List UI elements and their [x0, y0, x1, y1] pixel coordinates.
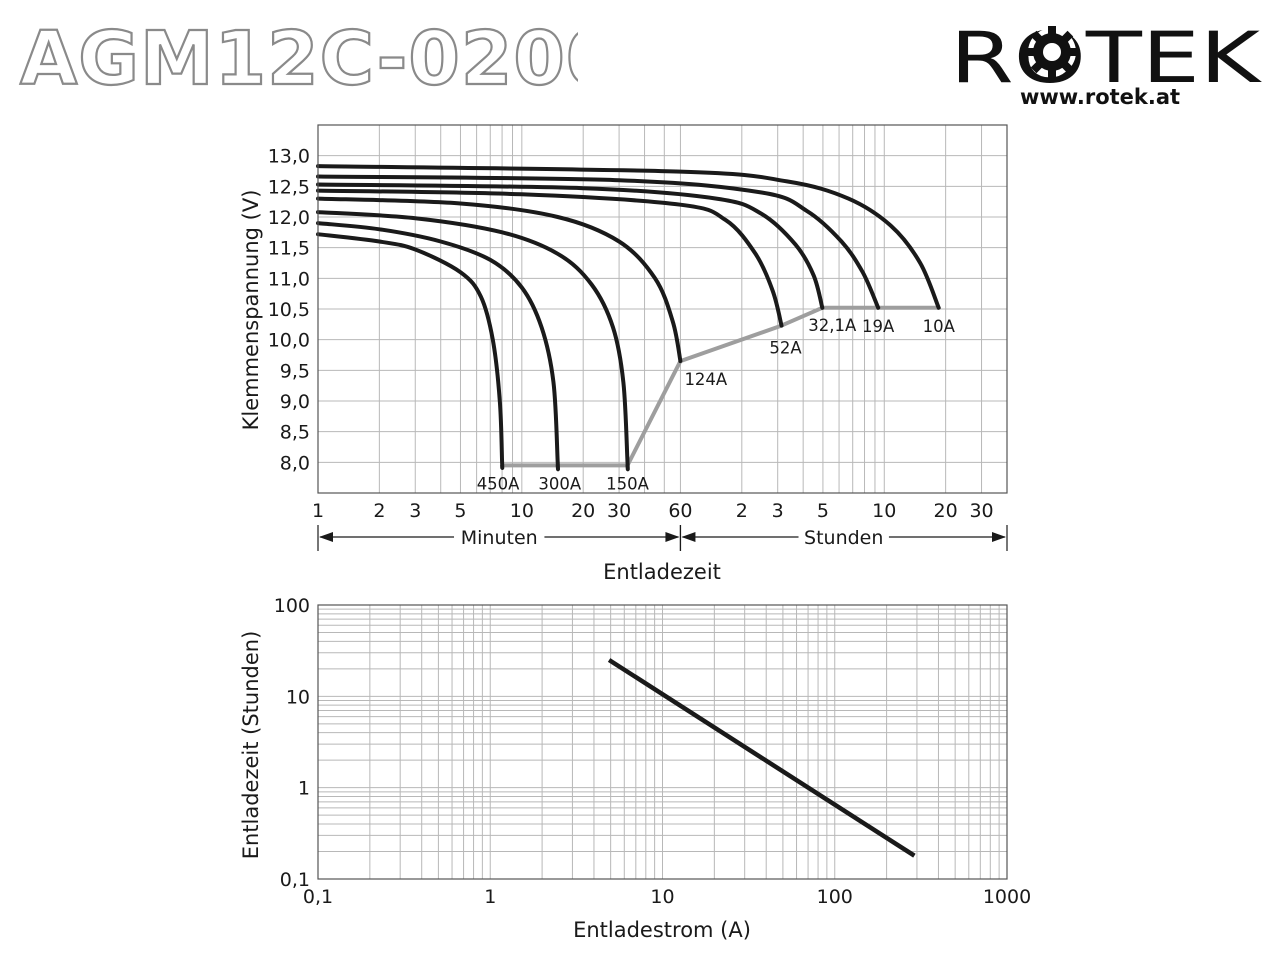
chart1-x-tick-label: 20	[571, 500, 595, 522]
chart1-series-7-line	[316, 164, 941, 310]
chart1-series-5-line	[316, 182, 825, 310]
chart1-y-tick-label: 13,0	[268, 146, 310, 168]
chart2-y-tick-label: 0,1	[280, 869, 310, 891]
chart2-y-tick-label: 10	[286, 686, 310, 708]
chart1-x-tick-label: 60	[668, 500, 692, 522]
gear-icon	[1026, 26, 1078, 78]
chart1-cutoff-line	[502, 305, 939, 468]
chart1-series-0-line	[316, 232, 505, 470]
chart1-y-tick-label: 9,0	[280, 391, 310, 413]
discharge-voltage-chart: 8,0 8,5 9,0 9,5 10,0 10,5 11,0 11,5 12,0 12,5 13,0…	[239, 124, 1008, 584]
chart1-y-tick-label: 11,5	[268, 238, 310, 260]
chart1-y-tick-label: 10,0	[268, 330, 310, 352]
brand-url: www.rotek.at	[1020, 85, 1180, 108]
chart1-y-tick-label: 8,0	[280, 452, 310, 474]
chart2-x-ticks: 0,1 1 10 100 1000	[303, 886, 1031, 908]
chart1-series-4-line	[316, 188, 784, 328]
chart1-series-3-label: 124A	[684, 370, 727, 389]
chart1-x-tick-label: 30	[969, 500, 993, 522]
chart2-y-ticks: 0,1 1 10 100	[274, 595, 310, 891]
page-title: AGM12C-0200	[19, 15, 578, 98]
chart1-y-ticks: 8,0 8,5 9,0 9,5 10,0 10,5 11,0 11,5 12,0 12,5 13,0	[268, 146, 310, 475]
chart1-y-tick-label: 10,5	[268, 299, 310, 321]
chart1-series-3-line	[316, 196, 683, 364]
range-arrowhead	[319, 532, 333, 542]
chart1-x-tick-label: 3	[772, 500, 784, 522]
chart1-series-0-label: 450A	[477, 474, 520, 493]
chart1-y-tick-label: 12,5	[268, 176, 310, 198]
chart2-frame	[317, 604, 1008, 880]
chart2-series-0-line	[607, 658, 916, 858]
chart1-x-tick-label: 5	[454, 500, 466, 522]
range-label: Stunden	[804, 527, 883, 549]
chart1-y-tick-label: 12,0	[268, 207, 310, 229]
chart2-x-tick-label: 1000	[983, 886, 1031, 908]
discharge-time-chart: 0,1 1 10 100 0,1 1 10 100 1000 Entladezeit (Stu…	[239, 595, 1031, 942]
chart1-labels: 450A 300A 150A 124A 52A 32,1A 19A 10A	[477, 316, 956, 494]
chart1-series-6-line	[316, 174, 881, 310]
chart1-series-7-label: 10A	[923, 317, 956, 336]
range-arrowhead	[992, 532, 1006, 542]
chart1-cutoff	[502, 305, 939, 468]
chart1-series-2-line	[316, 210, 630, 472]
chart1-x-tick-label: 2	[736, 500, 748, 522]
chart1-series-5-label: 32,1A	[808, 316, 857, 335]
chart1-x-tick-label: 30	[607, 500, 631, 522]
chart1-x-axis-label: Entladezeit	[603, 560, 721, 584]
chart1-y-tick-label: 8,5	[280, 422, 310, 444]
chart1-x-tick-label: 3	[409, 500, 421, 522]
chart1-series-1-line	[316, 221, 561, 472]
brand-logo-text: ROTEK	[950, 18, 1263, 99]
chart2-y-axis-label: Entladezeit (Stunden)	[239, 631, 263, 860]
chart1-series-1-label: 300A	[538, 474, 581, 493]
range-arrowhead	[681, 532, 696, 542]
range-label: Minuten	[461, 527, 538, 549]
chart2-x-tick-label: 10	[650, 886, 674, 908]
chart2-grid	[317, 605, 1007, 880]
chart2-x-tick-label: 100	[817, 886, 853, 908]
chart1-series-4-label: 52A	[769, 339, 802, 358]
chart1-x-tick-label: 1	[312, 500, 324, 522]
chart1-y-axis-label: Klemmenspannung (V)	[239, 190, 263, 431]
chart1-grid	[318, 125, 1007, 493]
brand-logo: ROTEK www.rotek.at	[950, 18, 1263, 108]
chart1-x-tick-label: 20	[934, 500, 958, 522]
chart2-y-tick-label: 100	[274, 595, 310, 617]
chart1-ranges: Minuten Stunden	[317, 525, 1008, 551]
chart1-x-tick-label: 10	[510, 500, 534, 522]
chart1-y-tick-label: 9,5	[280, 360, 310, 382]
chart2-series	[607, 658, 916, 858]
chart1-x-tick-label: 2	[373, 500, 385, 522]
chart1-y-tick-label: 11,0	[268, 268, 310, 290]
chart1-series	[316, 164, 941, 472]
page-title-text: AGM12C-0200	[20, 16, 578, 98]
chart2-y-tick-label: 1	[298, 778, 310, 800]
chart1-series-2-label: 150A	[606, 474, 649, 493]
chart1-frame	[317, 124, 1008, 494]
range-arrowhead	[665, 532, 680, 542]
chart1-x-ticks: 1 2 3 5 10 20 30 60 2 3 5 10 20 30	[312, 500, 994, 522]
chart1-x-tick-label: 10	[872, 500, 896, 522]
chart2-x-axis-label: Entladestrom (A)	[573, 918, 751, 942]
chart2-x-tick-label: 1	[484, 886, 496, 908]
chart1-series-6-label: 19A	[862, 317, 895, 336]
chart2-x-tick-label: 0,1	[303, 886, 333, 908]
chart1-x-tick-label: 5	[817, 500, 829, 522]
